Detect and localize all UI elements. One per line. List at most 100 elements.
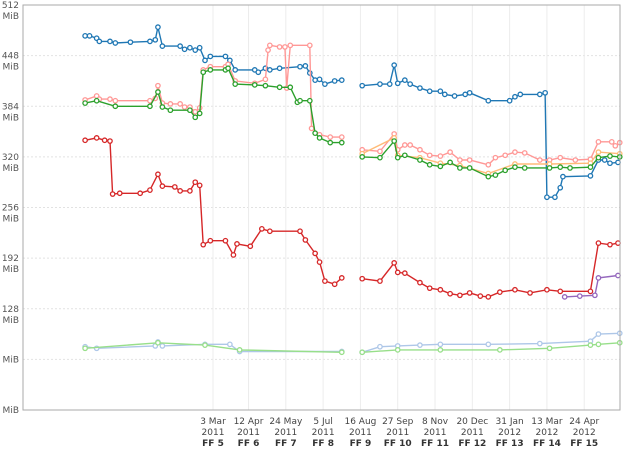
data-point[interactable] <box>331 78 338 84</box>
data-point[interactable] <box>595 341 602 348</box>
data-point[interactable] <box>262 82 269 89</box>
data-point[interactable] <box>492 172 499 178</box>
data-point[interactable] <box>82 137 88 144</box>
data-point[interactable] <box>377 278 383 284</box>
data-point[interactable] <box>312 250 318 257</box>
data-point[interactable] <box>587 173 594 179</box>
data-point[interactable] <box>426 152 433 159</box>
data-point[interactable] <box>316 135 323 141</box>
data-point[interactable] <box>394 347 401 353</box>
data-point[interactable] <box>417 85 423 91</box>
data-point[interactable] <box>181 104 188 110</box>
data-point[interactable] <box>447 159 453 166</box>
data-point[interactable] <box>401 77 408 83</box>
data-point[interactable] <box>561 294 568 300</box>
data-point[interactable] <box>177 43 183 49</box>
data-point[interactable] <box>222 53 229 60</box>
data-point[interactable] <box>155 24 161 30</box>
data-point[interactable] <box>592 292 598 299</box>
data-point[interactable] <box>557 288 564 295</box>
data-point[interactable] <box>426 285 433 292</box>
data-point[interactable] <box>612 142 619 149</box>
data-point[interactable] <box>557 184 564 191</box>
data-point[interactable] <box>407 81 414 87</box>
data-point[interactable] <box>394 269 401 276</box>
data-point[interactable] <box>394 154 401 161</box>
data-point[interactable] <box>167 101 174 107</box>
data-point[interactable] <box>192 47 199 53</box>
data-point[interactable] <box>196 44 203 51</box>
data-point[interactable] <box>608 138 615 145</box>
data-point[interactable] <box>155 82 161 89</box>
data-point[interactable] <box>338 139 345 146</box>
data-point[interactable] <box>417 146 423 153</box>
data-point[interactable] <box>391 138 398 144</box>
data-point[interactable] <box>302 63 309 69</box>
data-point[interactable] <box>258 226 265 232</box>
data-point[interactable] <box>485 97 492 104</box>
data-point[interactable] <box>391 260 398 266</box>
data-point[interactable] <box>159 343 166 349</box>
data-point[interactable] <box>276 84 283 91</box>
data-point[interactable] <box>236 347 243 353</box>
data-point[interactable] <box>276 44 283 50</box>
data-point[interactable] <box>492 154 499 161</box>
data-point[interactable] <box>521 165 528 171</box>
data-point[interactable] <box>426 161 433 168</box>
data-point[interactable] <box>536 157 543 163</box>
data-point[interactable] <box>497 289 503 295</box>
data-point[interactable] <box>230 252 237 258</box>
data-point[interactable] <box>234 241 240 247</box>
data-point[interactable] <box>116 190 123 197</box>
data-point[interactable] <box>200 241 207 248</box>
data-point[interactable] <box>426 88 433 95</box>
data-point[interactable] <box>447 290 453 297</box>
data-point[interactable] <box>386 81 393 87</box>
data-point[interactable] <box>262 76 269 83</box>
data-point[interactable] <box>232 81 239 87</box>
data-point[interactable] <box>462 91 469 98</box>
data-point[interactable] <box>477 293 484 299</box>
data-point[interactable] <box>107 138 113 144</box>
data-point[interactable] <box>112 40 119 46</box>
data-point[interactable] <box>457 165 463 171</box>
data-point[interactable] <box>394 80 401 87</box>
data-point[interactable] <box>147 38 153 45</box>
data-point[interactable] <box>595 331 602 337</box>
data-point[interactable] <box>457 157 463 163</box>
data-point[interactable] <box>297 97 303 104</box>
data-point[interactable] <box>497 347 503 353</box>
data-point[interactable] <box>196 182 203 189</box>
data-point[interactable] <box>502 167 509 174</box>
data-point[interactable] <box>266 67 273 73</box>
data-point[interactable] <box>276 65 283 72</box>
data-point[interactable] <box>451 93 458 99</box>
data-point[interactable] <box>202 342 208 348</box>
data-point[interactable] <box>407 142 414 148</box>
data-point[interactable] <box>595 275 602 281</box>
data-point[interactable] <box>187 107 193 114</box>
data-point[interactable] <box>377 343 383 350</box>
data-point[interactable] <box>86 32 93 39</box>
data-point[interactable] <box>506 97 513 104</box>
data-point[interactable] <box>338 349 345 356</box>
data-point[interactable] <box>544 194 550 201</box>
data-point[interactable] <box>437 347 444 353</box>
data-point[interactable] <box>327 134 334 140</box>
data-point[interactable] <box>282 44 288 50</box>
data-point[interactable] <box>227 341 233 348</box>
data-point[interactable] <box>171 184 178 190</box>
data-point[interactable] <box>595 240 602 246</box>
data-point[interactable] <box>107 38 113 45</box>
data-point[interactable] <box>512 149 518 155</box>
data-point[interactable] <box>607 241 613 248</box>
data-point[interactable] <box>322 81 328 87</box>
data-point[interactable] <box>437 163 444 170</box>
data-point[interactable] <box>207 237 214 244</box>
data-point[interactable] <box>82 32 88 39</box>
data-point[interactable] <box>297 228 303 235</box>
data-point[interactable] <box>93 135 100 141</box>
data-point[interactable] <box>595 154 602 161</box>
data-point[interactable] <box>327 139 334 146</box>
data-point[interactable] <box>225 65 231 72</box>
